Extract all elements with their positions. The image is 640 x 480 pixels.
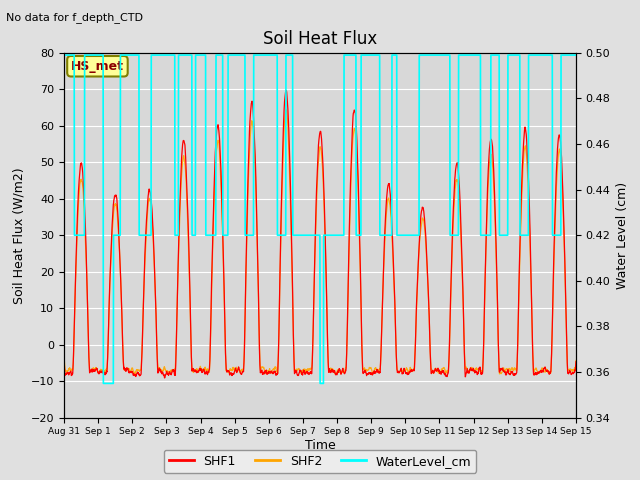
Legend: SHF1, SHF2, WaterLevel_cm: SHF1, SHF2, WaterLevel_cm xyxy=(164,450,476,473)
Y-axis label: Soil Heat Flux (W/m2): Soil Heat Flux (W/m2) xyxy=(12,167,25,303)
Text: HS_met: HS_met xyxy=(71,60,124,73)
Y-axis label: Water Level (cm): Water Level (cm) xyxy=(616,181,629,289)
Text: No data for f_depth_CTD: No data for f_depth_CTD xyxy=(6,12,143,23)
X-axis label: Time: Time xyxy=(305,439,335,452)
Title: Soil Heat Flux: Soil Heat Flux xyxy=(263,30,377,48)
